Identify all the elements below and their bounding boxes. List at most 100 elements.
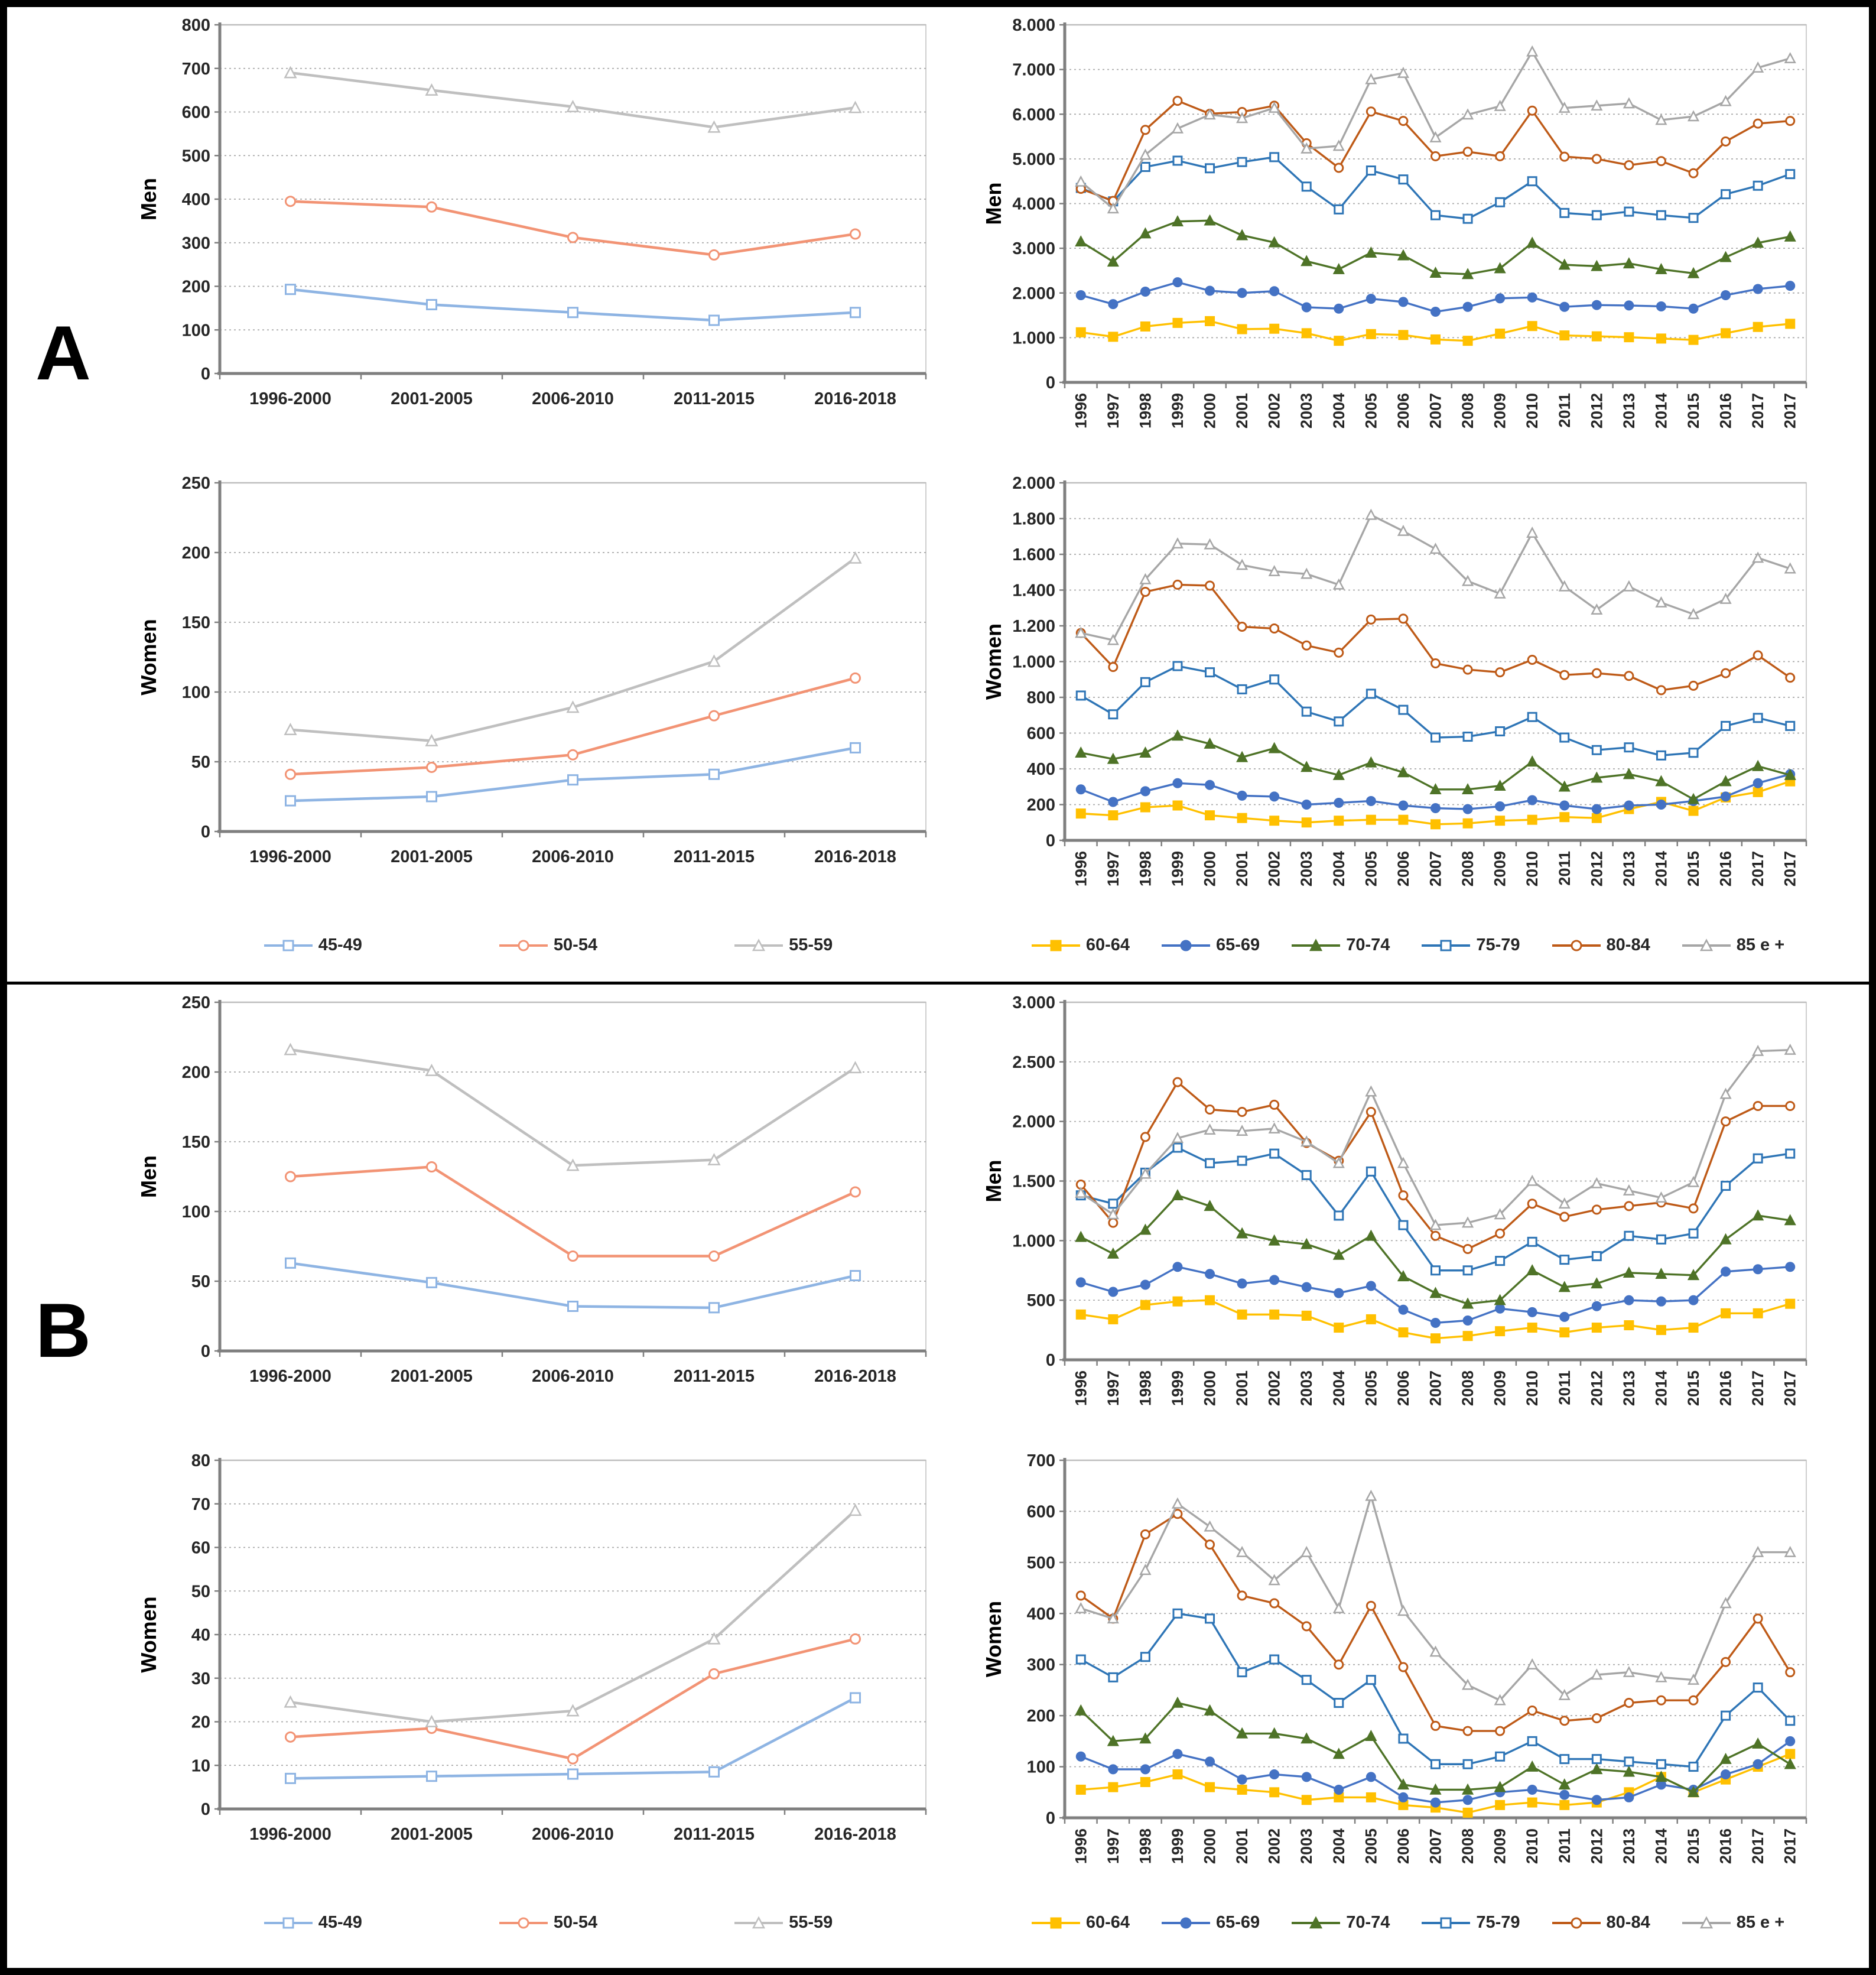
- x-tick-labels: 1996-2000 2001-2005 2006-2010 2011-2015 2016…: [249, 847, 896, 866]
- series-85 e +: [1075, 1044, 1796, 1230]
- svg-text:2011: 2011: [1556, 393, 1573, 428]
- series-45-49: [285, 1692, 861, 1784]
- series-85 e +: [1075, 1489, 1796, 1706]
- series-60-64: [1075, 316, 1796, 346]
- svg-text:300: 300: [1027, 1656, 1055, 1675]
- svg-text:2011: 2011: [1556, 851, 1573, 886]
- legend-item-80-84: 80-84: [1551, 1913, 1650, 1932]
- svg-text:2010: 2010: [1523, 1370, 1541, 1406]
- svg-text:1996-2000: 1996-2000: [249, 1367, 331, 1386]
- y-tick-labels: 0 1.000 2.000 3.000 4.000 5.000 6.000 7.000 8.00…: [1012, 16, 1055, 392]
- svg-text:600: 600: [1027, 725, 1055, 743]
- legend-label: 75-79: [1476, 1913, 1520, 1932]
- legend-marker-70-74: [1292, 1915, 1341, 1928]
- svg-text:400: 400: [1027, 760, 1055, 779]
- legend-A-right: 60-64 65-69 70-74 75-79 80-84 85 e +: [970, 914, 1845, 976]
- svg-text:60: 60: [191, 1539, 210, 1558]
- series-75-79: [1075, 152, 1796, 224]
- svg-text:150: 150: [182, 1133, 210, 1152]
- panel-A: A 0 100 200 300 400 500 600 700 800 Men 1996-2000 2…: [7, 7, 1869, 982]
- svg-text:2008: 2008: [1459, 393, 1477, 428]
- svg-text:8.000: 8.000: [1012, 16, 1055, 35]
- svg-text:200: 200: [1027, 796, 1055, 815]
- svg-text:1998: 1998: [1136, 851, 1154, 886]
- y-tick-labels: 0 10 20 30 40 50 60 70 80: [191, 1451, 210, 1819]
- svg-text:30: 30: [191, 1669, 210, 1688]
- chart-cell-B-men-left: 0 50 100 150 200 250 Men 1996-2000 2001-2005 2006…: [125, 985, 970, 1443]
- svg-text:2002: 2002: [1266, 1370, 1283, 1406]
- svg-text:2013: 2013: [1620, 851, 1638, 886]
- svg-text:2016: 2016: [1717, 393, 1735, 428]
- series-55-59: [284, 1042, 862, 1171]
- svg-text:2005: 2005: [1362, 851, 1380, 886]
- svg-text:2015: 2015: [1685, 1370, 1702, 1406]
- x-tick-labels: 1996 1997 1998 1999 2000 2001 2002 2003 2004 2005…: [1072, 393, 1799, 428]
- svg-text:2003: 2003: [1298, 851, 1315, 886]
- svg-text:2006: 2006: [1394, 1828, 1412, 1864]
- svg-text:2009: 2009: [1491, 1370, 1509, 1406]
- chart-A-men-left: 0 100 200 300 400 500 600 700 800 Men 1996-2000 200…: [136, 16, 927, 408]
- legend-marker-85e+: [1682, 938, 1731, 951]
- legend-item-75-79: 75-79: [1420, 1913, 1520, 1932]
- svg-text:2001-2005: 2001-2005: [391, 847, 473, 866]
- legend-item-50-54: 50-54: [498, 1913, 597, 1932]
- svg-text:2003: 2003: [1298, 1828, 1315, 1864]
- y-tick-labels: 0 100 200 300 400 500 600 700: [1027, 1451, 1055, 1828]
- chart-A-women-right: 0 200 400 600 800 1.000 1.200 1.400 1.600 1.800 2.…: [981, 474, 1807, 886]
- svg-text:0: 0: [1046, 373, 1055, 392]
- svg-text:0: 0: [1046, 1351, 1055, 1370]
- x-tick-labels: 1996 1997 1998 1999 2000 2001 2002 2003 2004 2005…: [1072, 851, 1799, 886]
- legend-label: 65-69: [1216, 935, 1260, 954]
- svg-text:2012: 2012: [1588, 393, 1605, 428]
- chart-cell-B-women-right: 0 100 200 300 400 500 600 700 Women 1996 1997 1998 1…: [970, 1443, 1845, 1892]
- svg-text:1999: 1999: [1169, 1370, 1186, 1406]
- svg-text:20: 20: [191, 1713, 210, 1732]
- chart-cell-B-men-right: 0 500 1.000 1.500 2.000 2.500 3.000 Men 1996 1997…: [970, 985, 1845, 1443]
- gridlines: [220, 1001, 926, 1282]
- x-tick-labels: 1996-2000 2001-2005 2006-2010 2011-2015 2016…: [249, 1367, 896, 1386]
- svg-text:1.000: 1.000: [1012, 1232, 1055, 1250]
- legend-label: 70-74: [1346, 935, 1390, 954]
- series-55-59: [284, 551, 862, 746]
- legend-marker-85e+: [1682, 1915, 1731, 1928]
- svg-text:2006-2010: 2006-2010: [532, 1367, 614, 1386]
- svg-text:2017: 2017: [1781, 1370, 1799, 1406]
- y-axis-title: Women: [981, 1601, 1006, 1677]
- svg-text:1999: 1999: [1169, 393, 1186, 428]
- y-axis-title: Men: [981, 1160, 1006, 1203]
- series-50-54: [285, 1161, 861, 1262]
- axes: [1059, 22, 1807, 388]
- legend-label: 65-69: [1216, 1913, 1260, 1932]
- series-55-59: [284, 1503, 862, 1727]
- svg-text:2009: 2009: [1491, 1828, 1509, 1864]
- svg-text:1997: 1997: [1104, 1828, 1122, 1864]
- legend-marker-55-59: [734, 938, 783, 951]
- series-75-79: [1075, 661, 1796, 761]
- legend-label: 50-54: [553, 1913, 598, 1932]
- chart-cell-B-women-left: 0 10 20 30 40 50 60 70 80 Women 1996-2000 2001-2005…: [125, 1443, 970, 1892]
- series-45-49: [285, 1257, 861, 1314]
- svg-text:0: 0: [201, 365, 210, 384]
- svg-text:2009: 2009: [1491, 851, 1509, 886]
- svg-text:2014: 2014: [1652, 1370, 1670, 1406]
- legend-label: 45-49: [318, 935, 362, 954]
- svg-text:2017: 2017: [1781, 1828, 1799, 1864]
- svg-text:2002: 2002: [1266, 1828, 1283, 1864]
- svg-text:40: 40: [191, 1626, 210, 1645]
- chart-B-women-left: 0 10 20 30 40 50 60 70 80 Women 1996-2000 2001-2005…: [136, 1451, 927, 1844]
- svg-text:1997: 1997: [1104, 851, 1122, 886]
- gridlines: [220, 482, 926, 762]
- series-70-74: [1075, 729, 1796, 804]
- svg-text:700: 700: [182, 60, 210, 79]
- y-tick-labels: 0 100 200 300 400 500 600 700 800: [182, 16, 210, 384]
- svg-text:1.600: 1.600: [1012, 545, 1055, 564]
- svg-text:500: 500: [1027, 1554, 1055, 1573]
- legend-marker-60-64: [1031, 940, 1080, 951]
- legend-label: 70-74: [1346, 1913, 1390, 1932]
- legend-marker-50-54: [499, 940, 548, 951]
- legend-label: 60-64: [1085, 935, 1130, 954]
- svg-text:2015: 2015: [1685, 393, 1702, 428]
- legend-marker-75-79: [1422, 940, 1471, 951]
